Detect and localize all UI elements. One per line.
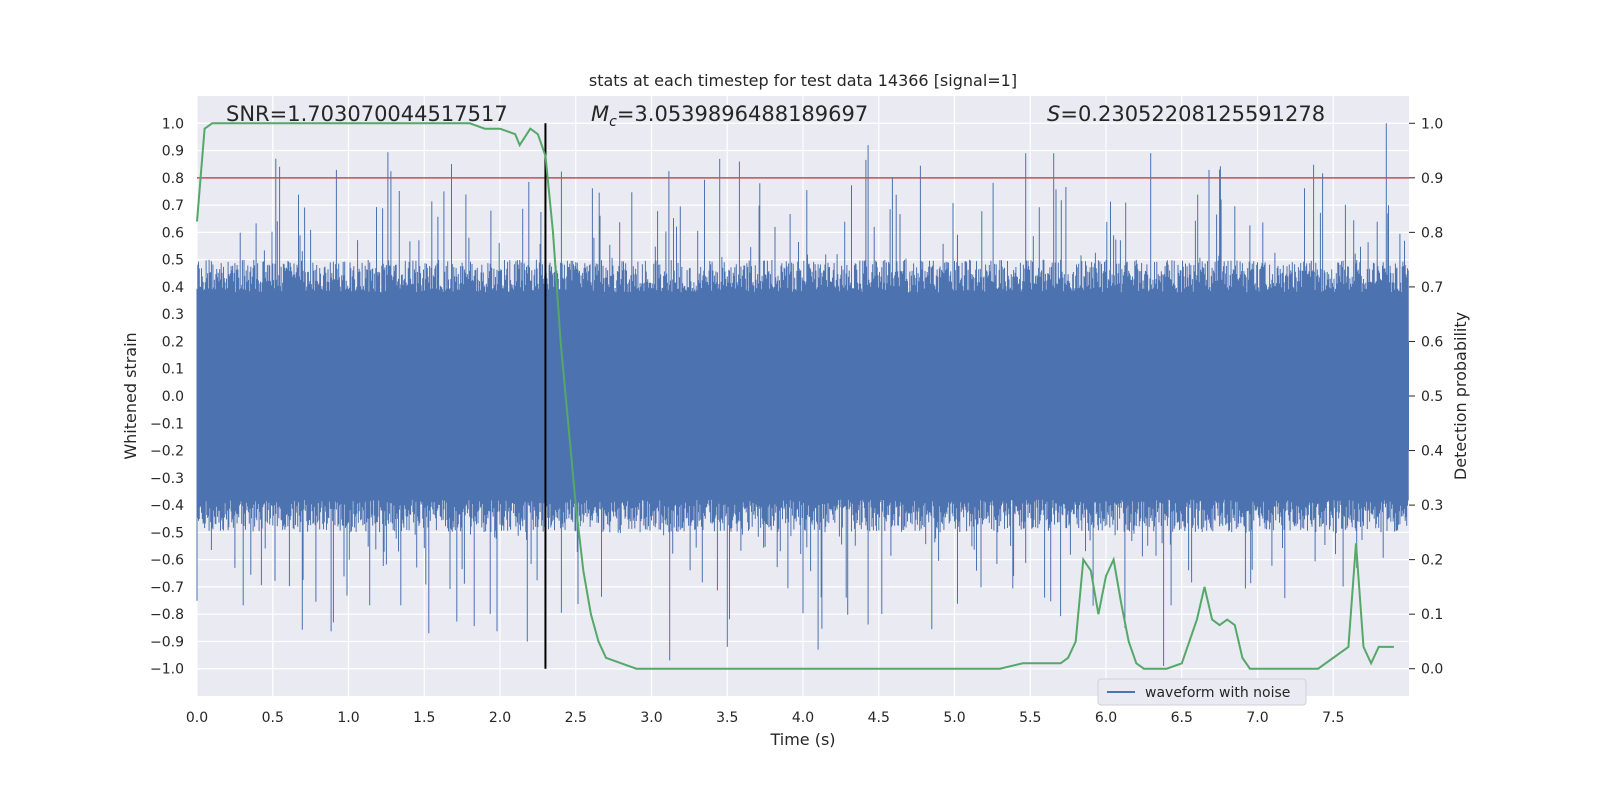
legend-entry: waveform with noise	[1145, 685, 1290, 701]
y-tick-label: 0.3	[162, 307, 184, 323]
x-tick-label: 7.5	[1322, 710, 1344, 726]
y-tick-label: −0.2	[150, 444, 184, 460]
x-tick-labels: 0.0 0.5 1.0 1.5 2.0 2.5 3.0 3.5 4.0 4.5 5.0 5.5 6.0 6…	[186, 710, 1345, 726]
x-tick-label: 4.0	[792, 710, 814, 726]
y-tick-label: 0.9	[162, 144, 184, 160]
overlays	[197, 123, 1409, 669]
y-tick-label: −0.8	[150, 607, 184, 623]
y-tick-label: −0.4	[150, 498, 184, 514]
x-tick-label: 5.0	[943, 710, 965, 726]
y2-tick-label: 0.8	[1421, 225, 1443, 241]
legend: waveform with noise	[1097, 678, 1307, 706]
probability-line	[196, 122, 1394, 670]
y-tick-label: 0.7	[162, 198, 184, 214]
y2-tick-labels: 1.0 0.9 0.8 0.7 0.6 0.5 0.4 0.3 0.2 0.1 0.0	[1409, 116, 1443, 678]
legend-box	[1097, 678, 1307, 706]
y-tick-label: 0.2	[162, 334, 184, 350]
y2-tick-label: 1.0	[1421, 116, 1443, 132]
x-tick-label: 3.5	[716, 710, 738, 726]
s-value: =0.23052208125591278	[1060, 102, 1325, 126]
y2-tick-label: 0.4	[1421, 444, 1443, 460]
y2-tick-label: 0.6	[1421, 334, 1443, 350]
x-tick-label: 2.0	[489, 710, 511, 726]
x-tick-label: 4.5	[868, 710, 890, 726]
x-tick-label: 2.5	[565, 710, 587, 726]
y-axis-label: Whitened strain	[121, 332, 140, 459]
chart-title: stats at each timestep for test data 143…	[589, 71, 1017, 90]
x-tick-label: 0.0	[186, 710, 208, 726]
s-symbol: S	[1047, 102, 1060, 126]
y-tick-label: −1.0	[150, 662, 184, 678]
y-tick-label: −0.9	[150, 634, 184, 650]
y-tick-label: −0.3	[150, 471, 184, 487]
y-tick-label: −0.7	[150, 580, 184, 596]
probability-series	[196, 122, 1394, 670]
snr-annotation: SNR=1.703070044517517	[226, 102, 508, 126]
x-axis-label: Time (s)	[769, 730, 835, 749]
waveform-series	[196, 123, 1409, 666]
x-tick-label: 1.0	[337, 710, 359, 726]
x-tick-label: 6.0	[1095, 710, 1117, 726]
y-tick-label: 0.4	[162, 280, 184, 296]
y-tick-label: 0.6	[162, 225, 184, 241]
s-annotation: S=0.23052208125591278	[1047, 102, 1325, 126]
y2-axis-label: Detection probability	[1451, 312, 1470, 480]
y2-tick-label: 0.0	[1421, 662, 1443, 678]
mc-value: =3.0539896488189697	[617, 102, 868, 126]
waveform-core-band	[197, 341, 1409, 451]
y-tick-label: 0.1	[162, 362, 184, 378]
y2-tick-label: 0.7	[1421, 280, 1443, 296]
y2-tick-label: 0.3	[1421, 498, 1443, 514]
y-tick-label: 0.8	[162, 171, 184, 187]
y2-tick-label: 0.1	[1421, 607, 1443, 623]
x-tick-label: 7.0	[1246, 710, 1268, 726]
mc-symbol: M	[591, 102, 609, 126]
y-tick-label: 1.0	[162, 116, 184, 132]
y2-tick-label: 0.5	[1421, 389, 1443, 405]
mc-subscript: c	[609, 114, 617, 130]
y2-tick-label: 0.9	[1421, 171, 1443, 187]
x-tick-label: 1.5	[413, 710, 435, 726]
y2-tick-label: 0.2	[1421, 553, 1443, 569]
y-tick-labels: 1.0 0.9 0.8 0.7 0.6 0.5 0.4 0.3 0.2 0.1 0.0 −0.1 −0.…	[150, 116, 184, 677]
x-tick-label: 6.5	[1171, 710, 1193, 726]
y-tick-label: 0.0	[162, 389, 184, 405]
y-tick-label: −0.1	[150, 416, 184, 432]
x-tick-label: 3.0	[640, 710, 662, 726]
chirp-mass-annotation: Mc=3.0539896488189697	[591, 102, 868, 130]
y-tick-label: 0.5	[162, 253, 184, 269]
x-tick-label: 5.5	[1019, 710, 1041, 726]
y-tick-label: −0.5	[150, 525, 184, 541]
y-tick-label: −0.6	[150, 553, 184, 569]
x-tick-label: 0.5	[262, 710, 284, 726]
